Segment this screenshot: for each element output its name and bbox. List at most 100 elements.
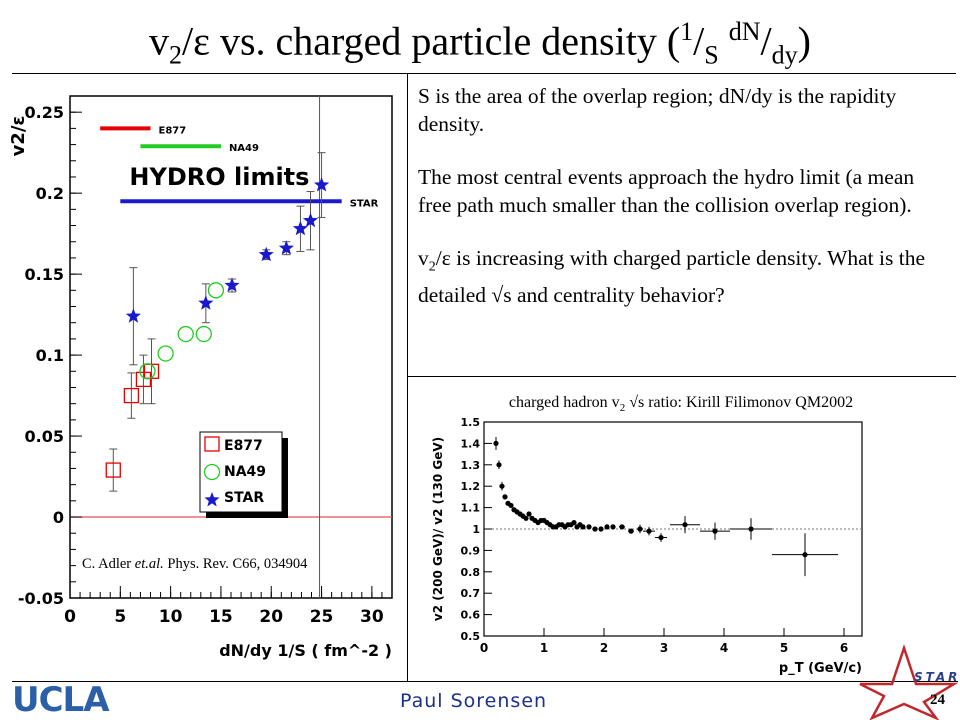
point-star [198,295,214,310]
y-tick-label: 0.25 [25,103,64,122]
point-star [314,177,330,192]
reference-authors: C. Adler [82,556,135,572]
text-divider [408,376,956,377]
ratio-y-axis-label: v2 (200 GeV)/ v2 (130 GeV) [431,437,445,621]
ratio-point [493,440,499,446]
x-tick-label: 0 [64,607,76,627]
ratio-point [748,526,754,532]
x-axis-label: dN/dy 1/S ( fm^-2 ) [219,641,392,660]
y-tick-label: 0.15 [25,265,64,284]
paragraph-increasing: v2/ε is increasing with charged particle… [418,246,926,308]
limit-label-star: STAR [350,198,379,209]
y-tick-label: 0.5 [461,630,481,643]
x-tick-label: 5 [114,607,126,627]
column-divider [407,73,408,681]
slide-title: v2/ε vs. charged particle density (1/S d… [149,17,811,70]
y-tick-label: 0.9 [461,544,481,557]
ratio-point [586,524,592,530]
ratio-point [802,552,808,558]
reference-journal: Phys. Rev. C66, 034904 [163,556,308,572]
y-tick-label: 0.8 [461,566,481,579]
x-tick-label: 3 [660,641,668,655]
legend-marker-star [204,492,220,507]
ratio-point [658,534,664,541]
y-tick-label: 0 [53,508,64,527]
ucla-logo: UCLA [12,680,110,720]
v2-eps-chart: 0 5 10 15 20 25 30-0.0500.050.10.150.20.25dN/d… [8,95,393,660]
ratio-point [508,502,514,509]
point-star [302,212,319,228]
point-na49 [139,363,156,380]
y-tick-label: 1 [472,523,480,536]
chart-reference: C. Adler et.al. Phys. Rev. C66, 034904 [82,556,308,573]
ratio-point [571,519,577,526]
page-number: 24 [930,692,945,708]
point-e877 [123,387,140,404]
y-tick-label: 1.3 [461,459,481,472]
y-tick-label: 0.05 [25,427,64,446]
footer-rule [12,681,958,682]
ratio-point [598,526,604,532]
x-tick-label: 6 [840,641,848,655]
ratio-point [502,494,508,500]
author-name: Paul Sorensen [400,690,548,712]
point-na49 [157,345,174,362]
y-tick-label: 1.5 [461,416,481,429]
ratio-point [619,524,625,530]
x-tick-label: 4 [720,641,728,655]
point-na49 [195,325,212,343]
reference-etal: et.al. [134,556,164,572]
x-tick-label: 5 [780,641,788,655]
ratio-chart: 0 1 2 3 4 5 6 0.5 0.6 0.7 0.8 0.9 1 1.1 1.2 1.3 1.4 1.5 p_… [431,416,863,676]
ratio-point [637,526,643,532]
y-axis-label: v2/ε [8,116,29,157]
ratio-point [496,462,502,468]
star-logo-text: STAR [914,670,958,684]
legend-label-e877: E877 [224,438,263,454]
ratio-point [628,528,634,534]
y-tick-label: 0.2 [36,184,64,203]
x-tick-label: 25 [310,607,334,627]
y-tick-label: 1.2 [461,480,481,493]
y-tick-label: 1.4 [461,437,481,450]
star-logo-outline [859,644,958,720]
y-tick-label: -0.05 [18,589,64,608]
y-tick-label: 1.1 [461,502,481,515]
point-star [125,308,141,323]
x-tick-label: 30 [360,607,384,627]
legend-label-star: STAR [224,490,264,506]
limit-label-e877: E877 [159,125,187,136]
ratio-point [604,524,610,530]
y-tick-label: 0.6 [461,609,481,622]
point-e877 [135,371,152,388]
ratio-x-axis-label: p_T (GeV/c) [779,661,862,676]
ratio-point [646,528,652,534]
ratio-point [526,511,532,517]
point-e877 [105,462,121,478]
point-na49 [207,282,225,299]
x-tick-label: 15 [209,607,233,627]
hydro-limits-label: HYDRO limits [129,163,309,191]
legend-marker-e877 [204,436,220,452]
ratio-point [523,515,529,521]
ratio-point [580,524,586,530]
ratio-point [610,524,616,530]
legend-marker-na49 [203,463,221,481]
ratio-point [712,528,718,534]
star-logo: STAR [859,644,958,720]
explanation-text: S is the area of the overlap region; dN/… [418,82,938,334]
x-tick-label: 1 [540,641,548,655]
limit-label-na49: NA49 [229,143,259,154]
point-star [224,277,240,292]
point-star [278,240,294,255]
ratio-plot-credit: charged hadron v2 √s ratio: Kirill Filim… [508,394,854,415]
legend-label-na49: NA49 [224,464,266,480]
paragraph-hydro: The most central events approach the hyd… [418,165,915,217]
x-tick-label: 0 [480,641,488,655]
x-tick-label: 2 [600,641,608,655]
point-star [258,246,274,262]
x-tick-label: 10 [159,607,183,627]
paragraph-overlap: S is the area of the overlap region; dN/… [418,84,897,136]
point-star [292,220,308,236]
x-tick-label: 20 [259,607,283,627]
